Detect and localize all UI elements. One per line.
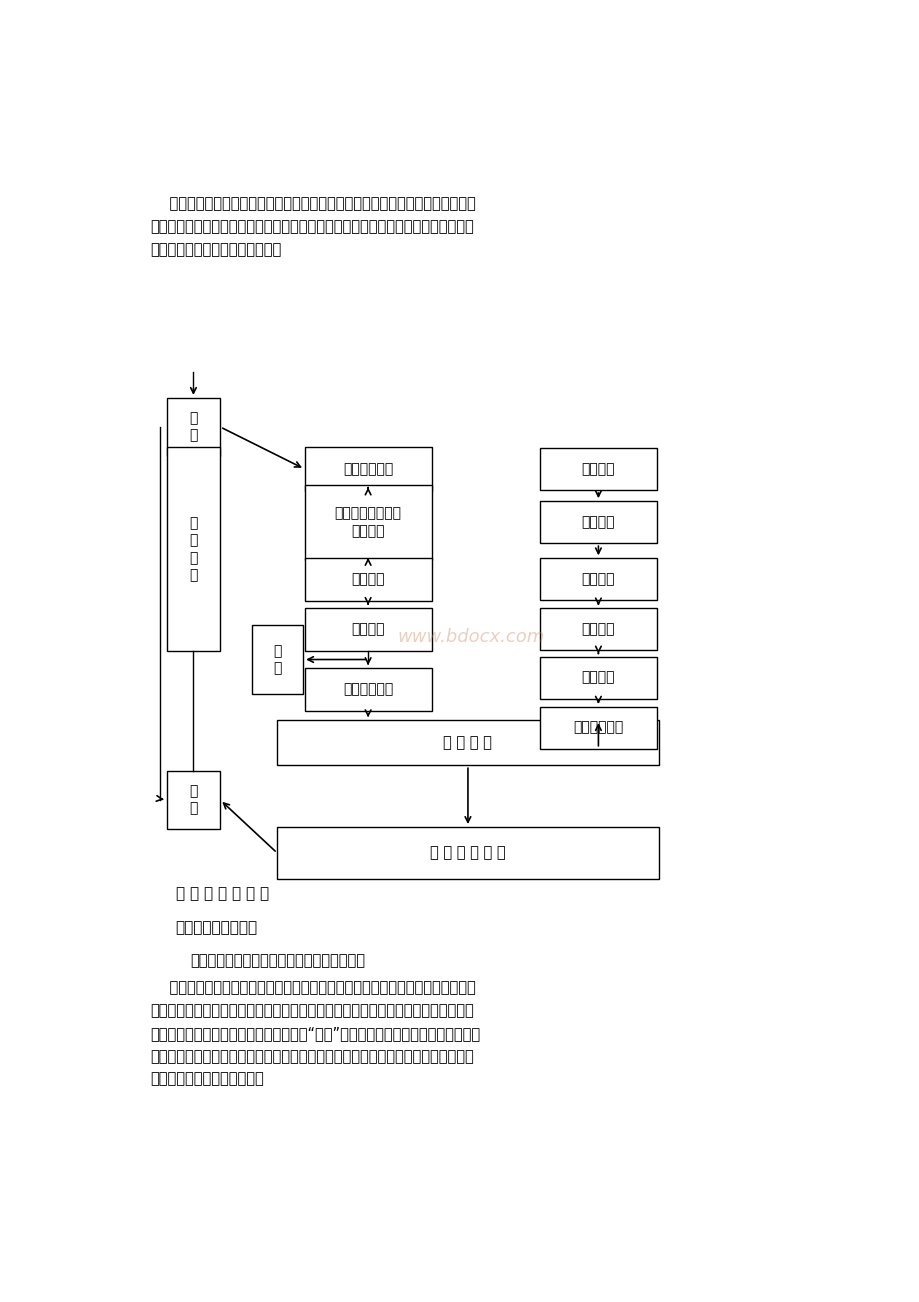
Text: 研究对策: 研究对策 — [581, 671, 615, 685]
Text: 确认偏离: 确认偏离 — [351, 573, 384, 586]
FancyBboxPatch shape — [539, 608, 656, 651]
FancyBboxPatch shape — [304, 448, 431, 491]
Text: 预测偏离: 预测偏离 — [581, 622, 615, 637]
Text: 调查研究: 调查研究 — [581, 462, 615, 477]
Text: 达 到 预 定 目 标: 达 到 预 定 目 标 — [430, 845, 505, 861]
FancyBboxPatch shape — [166, 448, 220, 651]
FancyBboxPatch shape — [304, 484, 431, 560]
FancyBboxPatch shape — [277, 720, 658, 766]
Text: 目标论证: 目标论证 — [581, 516, 615, 529]
Text: 将计划目标与实际
情况对比: 将计划目标与实际 情况对比 — [335, 506, 402, 538]
Text: www.bdocx.com: www.bdocx.com — [397, 629, 545, 647]
FancyBboxPatch shape — [539, 559, 656, 600]
Text: 输
入: 输 入 — [189, 411, 198, 443]
Text: 动 态 控 制 流 程 图: 动 态 控 制 流 程 图 — [176, 887, 268, 901]
FancyBboxPatch shape — [539, 656, 656, 699]
Text: 工
程
实
施: 工 程 实 施 — [189, 517, 198, 582]
Text: 风险分析: 风险分析 — [581, 573, 615, 586]
FancyBboxPatch shape — [252, 625, 303, 694]
Text: 分析原因: 分析原因 — [351, 622, 384, 637]
Text: 收集实际情况: 收集实际情况 — [343, 462, 392, 477]
Text: 本工程监理的主要方法是动态控制法：即事前预测、事中控制、事后检查。以事
前预测为先，事中控制同时加强监测和信息反馈、调整；主动控制为主，并定期和不
定期进行事后: 本工程监理的主要方法是动态控制法：即事前预测、事中控制、事后检查。以事 前预测为… — [151, 197, 475, 256]
Text: （二）监理范围：对本工程的施工和保修阶段的监理，主要对本项目的平基土石
方、厂区土建、排水管网、设备安装、边坡治理等工程的施工进行监理。在监理过程
中，对建设过: （二）监理范围：对本工程的施工和保修阶段的监理，主要对本项目的平基土石 方、厂区… — [151, 980, 481, 1087]
Text: 输
出: 输 出 — [189, 784, 198, 815]
FancyBboxPatch shape — [539, 501, 656, 543]
FancyBboxPatch shape — [166, 771, 220, 829]
FancyBboxPatch shape — [304, 608, 431, 651]
FancyBboxPatch shape — [166, 398, 220, 456]
FancyBboxPatch shape — [539, 448, 656, 490]
Text: 三、监理阶段、范围: 三、监理阶段、范围 — [176, 921, 257, 935]
Text: 制定纠偏措施: 制定纠偏措施 — [343, 682, 392, 697]
Text: 制定纠偏措施: 制定纠偏措施 — [573, 721, 623, 734]
Text: 正
常: 正 常 — [273, 644, 281, 676]
FancyBboxPatch shape — [304, 557, 431, 600]
Text: （一）监理阶段：工程施工及保修阶段监理。: （一）监理阶段：工程施工及保修阶段监理。 — [189, 953, 365, 969]
FancyBboxPatch shape — [539, 707, 656, 749]
Text: 实 施 纠 偏: 实 施 纠 偏 — [443, 736, 492, 750]
FancyBboxPatch shape — [277, 827, 658, 879]
FancyBboxPatch shape — [304, 668, 431, 711]
